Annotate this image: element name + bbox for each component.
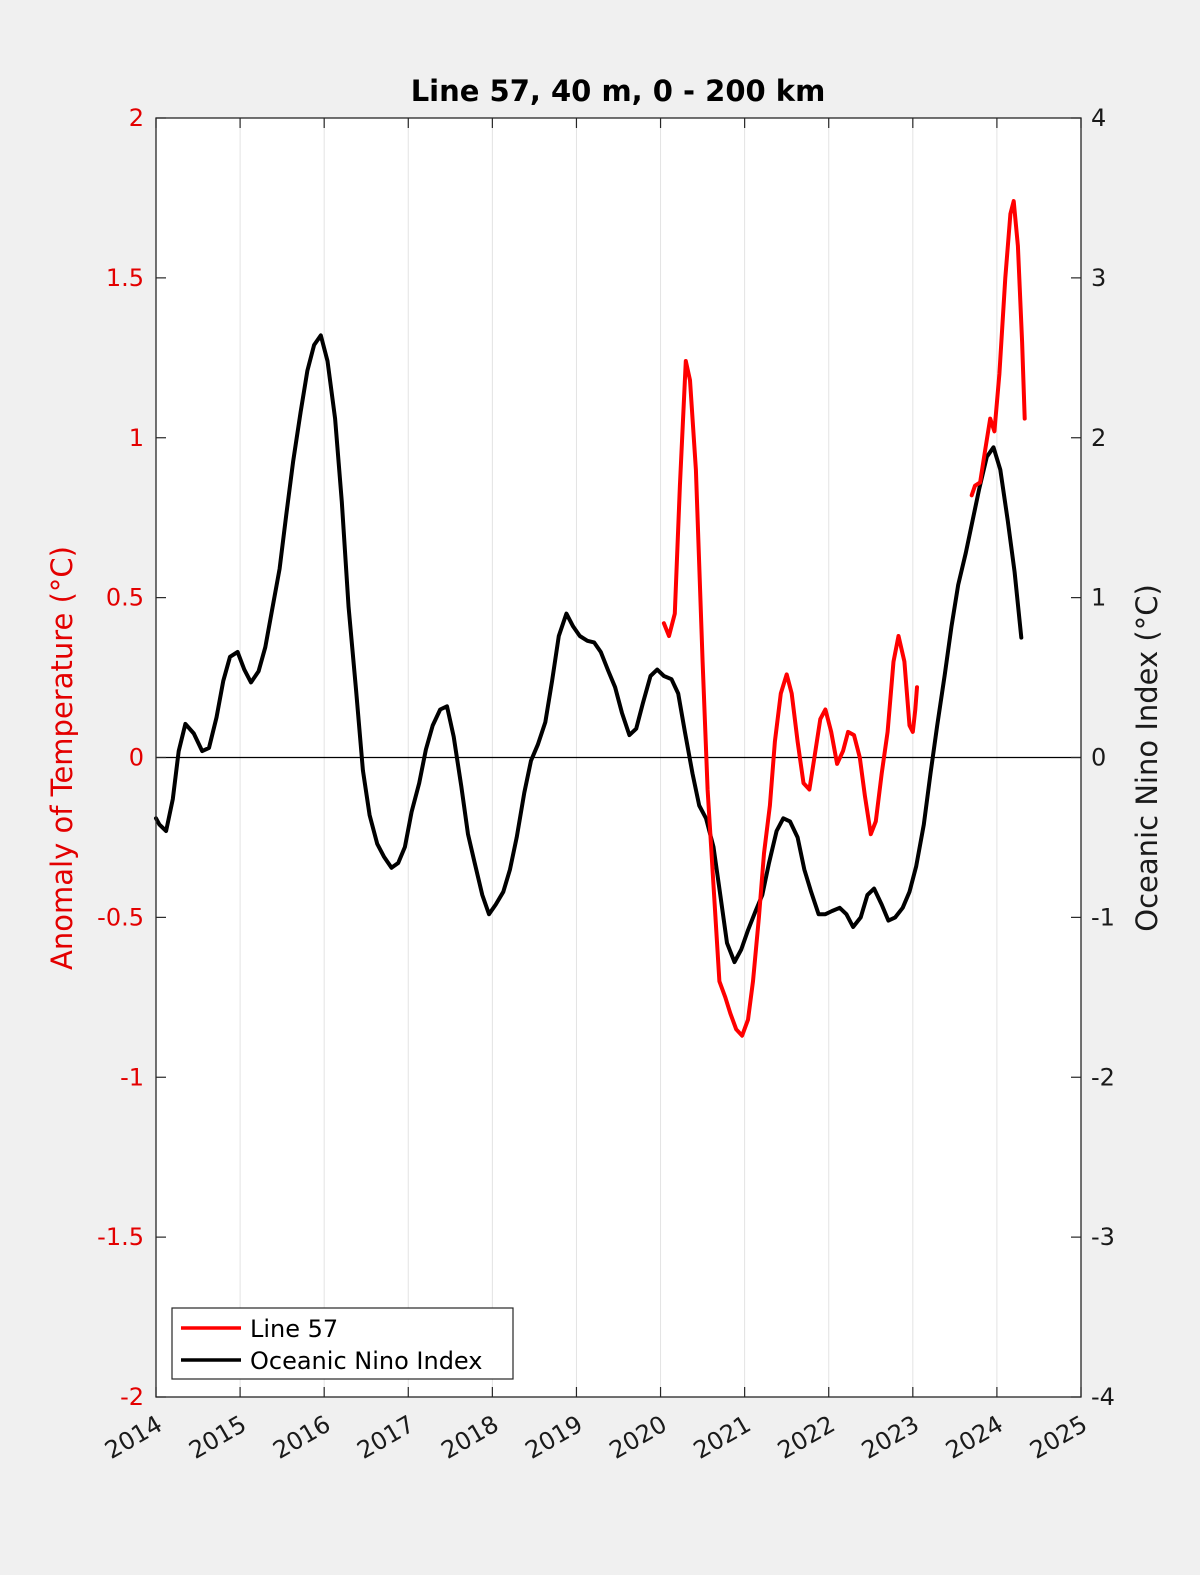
- left-y-tick-labels: 2 1.5 1 0.5 0 -0.5 -1 -1.5 -2: [97, 104, 144, 1411]
- legend-label-line-57: Line 57: [250, 1315, 338, 1343]
- series-layer: [154, 199, 1027, 1038]
- legend-box: [171, 1307, 514, 1380]
- axis-ticks: [155, 117, 1082, 1398]
- chart-title: Line 57, 40 m, 0 - 200 km: [411, 74, 826, 108]
- legend-label-oni: Oceanic Nino Index: [250, 1347, 482, 1375]
- y-left-tick-label-1: 1: [129, 424, 144, 452]
- series-line-57-segment-2: [969, 199, 1027, 498]
- right-y-axis-label: Oceanic Nino Index (°C): [1130, 584, 1164, 932]
- y-left-tick-label-2: 2: [129, 104, 144, 132]
- series-oceanic-nino-index-segment-1: [154, 333, 1024, 965]
- y-right-tick-label-3: 3: [1091, 264, 1106, 292]
- y-left-tick-label-1.5: 1.5: [106, 264, 144, 292]
- y-right-tick-label--4: -4: [1091, 1383, 1115, 1411]
- y-right-tick-label-0: 0: [1091, 744, 1106, 772]
- y-left-tick-label--2: -2: [120, 1383, 144, 1411]
- y-left-tick-label--1: -1: [120, 1063, 144, 1091]
- y-right-tick-label--2: -2: [1091, 1063, 1115, 1091]
- y-left-tick-label-0.5: 0.5: [106, 584, 144, 612]
- y-right-tick-label-4: 4: [1091, 104, 1106, 132]
- y-left-tick-label--0.5: -0.5: [97, 903, 144, 931]
- y-right-tick-label-1: 1: [1091, 584, 1106, 612]
- series-line-57-segment-1: [661, 359, 919, 1038]
- y-left-tick-label--1.5: -1.5: [97, 1223, 144, 1251]
- y-left-tick-label-0: 0: [129, 744, 144, 772]
- y-right-tick-label--1: -1: [1091, 903, 1115, 931]
- right-y-tick-labels: 4 3 2 1 0 -1 -2 -3 -4: [1091, 104, 1115, 1411]
- left-y-axis-label: Anomaly of Temperature (°C): [45, 546, 79, 970]
- legend: Line 57 Oceanic Nino Index: [171, 1307, 514, 1380]
- y-right-tick-label-2: 2: [1091, 424, 1106, 452]
- y-right-tick-label--3: -3: [1091, 1223, 1115, 1251]
